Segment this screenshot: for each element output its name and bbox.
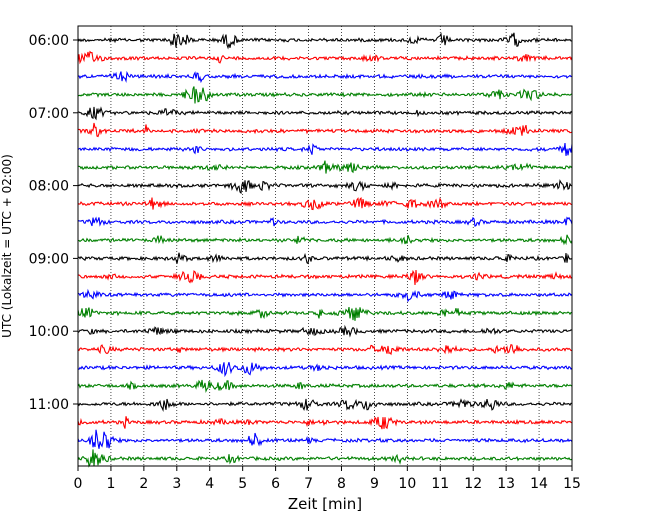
x-tick-label: 6 <box>271 476 280 492</box>
trace-1115 <box>77 416 573 430</box>
plot-frame <box>77 25 573 467</box>
x-tick-label: 13 <box>497 476 515 492</box>
x-tick-label: 14 <box>530 476 548 492</box>
trace-0700 <box>78 106 573 121</box>
trace-0745 <box>77 160 573 174</box>
trace-0615 <box>77 50 573 65</box>
trace-0915 <box>77 269 573 286</box>
trace-0830 <box>77 216 573 227</box>
trace-1000 <box>77 324 573 338</box>
y-axis-ticks: 06:00 07:00 08:00 09:00 10:00 11:00 <box>29 33 78 413</box>
y-tick-label: 11:00 <box>29 397 69 413</box>
y-tick-label: 10:00 <box>29 324 69 340</box>
y-tick-label: 09:00 <box>29 251 69 267</box>
x-tick-label: 10 <box>398 476 416 492</box>
x-tick-label: 4 <box>205 476 214 492</box>
x-tick-label: 8 <box>337 476 346 492</box>
trace-1015 <box>77 343 573 356</box>
trace-0645 <box>77 86 573 104</box>
x-tick-label: 1 <box>106 476 115 492</box>
trace-0800 <box>77 179 573 195</box>
trace-0630 <box>77 70 573 84</box>
trace-0930 <box>77 288 573 303</box>
x-tick-label: 9 <box>370 476 379 492</box>
trace-0715 <box>77 122 573 138</box>
x-axis-ticks: 0 1 2 3 4 5 6 7 8 9 10 11 12 13 14 15 <box>74 466 581 492</box>
trace-0815 <box>77 196 573 211</box>
trace-0900 <box>77 252 573 265</box>
trace-0730 <box>77 142 573 156</box>
x-tick-label: 12 <box>464 476 482 492</box>
trace-0945 <box>77 306 573 321</box>
trace-1130 <box>77 429 573 449</box>
y-axis-label: UTC (Lokalzeit = UTC + 02:00) <box>0 154 14 338</box>
y-tick-label: 08:00 <box>29 179 69 195</box>
trace-1030 <box>77 362 573 378</box>
trace-1100 <box>77 398 573 412</box>
seismic-traces <box>77 32 573 468</box>
trace-0845 <box>77 234 573 246</box>
y-tick-label: 06:00 <box>29 33 69 49</box>
trace-1145 <box>77 449 573 468</box>
x-tick-label: 2 <box>139 476 148 492</box>
vertical-gridlines <box>110 26 540 466</box>
x-axis-label: Zeit [min] <box>288 495 362 513</box>
x-tick-label: 15 <box>563 476 581 492</box>
y-tick-label: 07:00 <box>29 106 69 122</box>
x-tick-label: 5 <box>238 476 247 492</box>
x-tick-label: 11 <box>431 476 449 492</box>
x-tick-label: 7 <box>304 476 313 492</box>
x-tick-label: 0 <box>74 476 83 492</box>
trace-0600 <box>77 32 573 50</box>
x-tick-label: 3 <box>172 476 181 492</box>
trace-1045 <box>77 379 573 393</box>
